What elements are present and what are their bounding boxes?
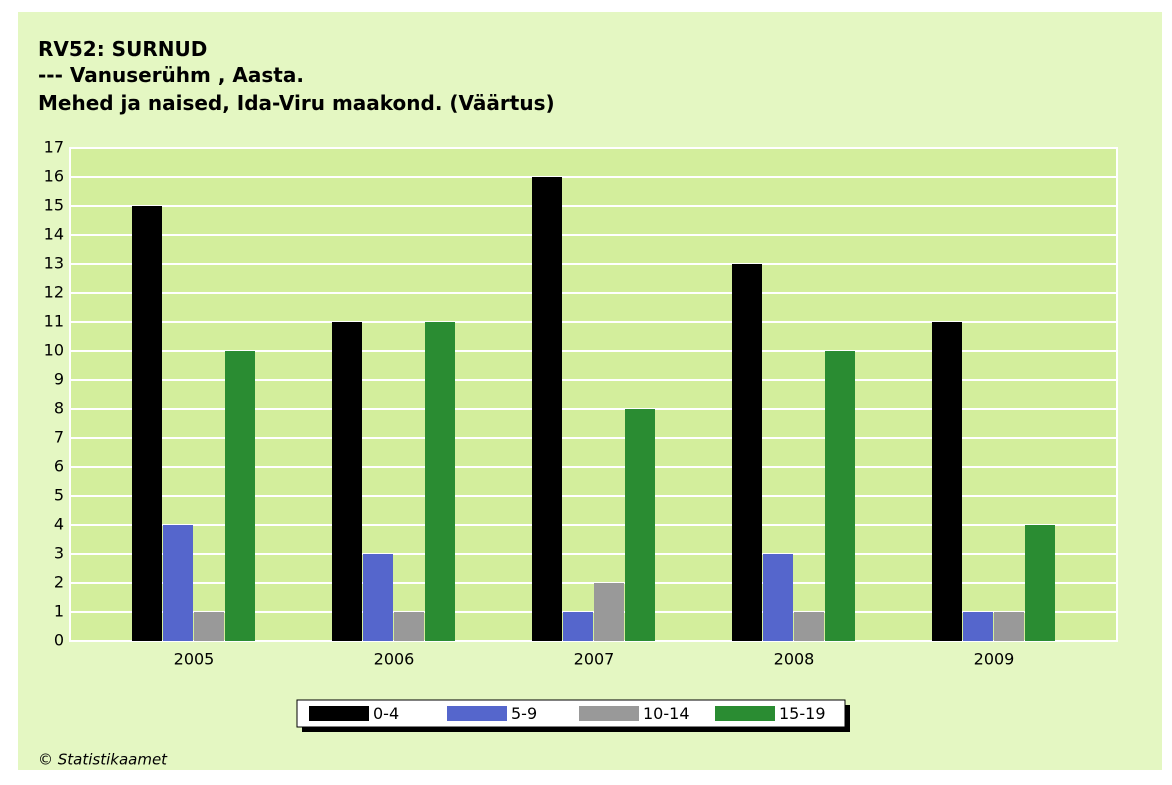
bar (763, 554, 793, 641)
y-tick-label: 6 (54, 457, 64, 476)
y-tick-label: 12 (44, 283, 64, 302)
bar (1025, 525, 1055, 641)
y-tick-label: 14 (44, 225, 64, 244)
bar (994, 612, 1024, 641)
legend-swatch (309, 706, 369, 721)
y-tick-label: 13 (44, 254, 64, 273)
y-tick-label: 4 (54, 515, 64, 534)
y-tick-label: 11 (44, 312, 64, 331)
footer: © Statistikaamet (38, 751, 168, 769)
bar (425, 322, 455, 641)
bar (132, 206, 162, 641)
bar (594, 583, 624, 641)
x-tick-label: 2007 (574, 650, 615, 669)
chart-subtitle: --- Vanuserühm , Aasta. (38, 63, 304, 87)
bar (394, 612, 424, 641)
bar (163, 525, 193, 641)
chart-subtitle: Mehed ja naised, Ida-Viru maakond. (Väär… (38, 91, 555, 115)
x-tick-label: 2008 (774, 650, 815, 669)
legend-label: 5-9 (511, 704, 537, 723)
chart-title: RV52: SURNUD (38, 37, 207, 61)
bar (732, 264, 762, 641)
y-tick-label: 9 (54, 370, 64, 389)
legend-label: 15-19 (779, 704, 826, 723)
bar (532, 177, 562, 641)
y-tick-label: 8 (54, 399, 64, 418)
legend-swatch (447, 706, 507, 721)
y-tick-label: 2 (54, 573, 64, 592)
y-tick-label: 17 (44, 138, 64, 157)
x-tick-label: 2005 (174, 650, 215, 669)
legend-label: 0-4 (373, 704, 399, 723)
bar (563, 612, 593, 641)
bar (363, 554, 393, 641)
bar (194, 612, 224, 641)
bar (825, 351, 855, 641)
x-tick-label: 2009 (974, 650, 1015, 669)
bar (625, 409, 655, 641)
y-tick-label: 7 (54, 428, 64, 447)
y-tick-label: 1 (54, 602, 64, 621)
y-tick-label: 10 (44, 341, 64, 360)
bar (794, 612, 824, 641)
y-tick-label: 5 (54, 486, 64, 505)
bar (332, 322, 362, 641)
x-tick-label: 2006 (374, 650, 415, 669)
legend-swatch (715, 706, 775, 721)
y-tick-label: 15 (44, 196, 64, 215)
y-tick-label: 0 (54, 631, 64, 650)
legend-swatch (579, 706, 639, 721)
y-tick-label: 3 (54, 544, 64, 563)
bar (963, 612, 993, 641)
bar (225, 351, 255, 641)
legend-label: 10-14 (643, 704, 690, 723)
y-tick-label: 16 (44, 167, 64, 186)
bar (932, 322, 962, 641)
